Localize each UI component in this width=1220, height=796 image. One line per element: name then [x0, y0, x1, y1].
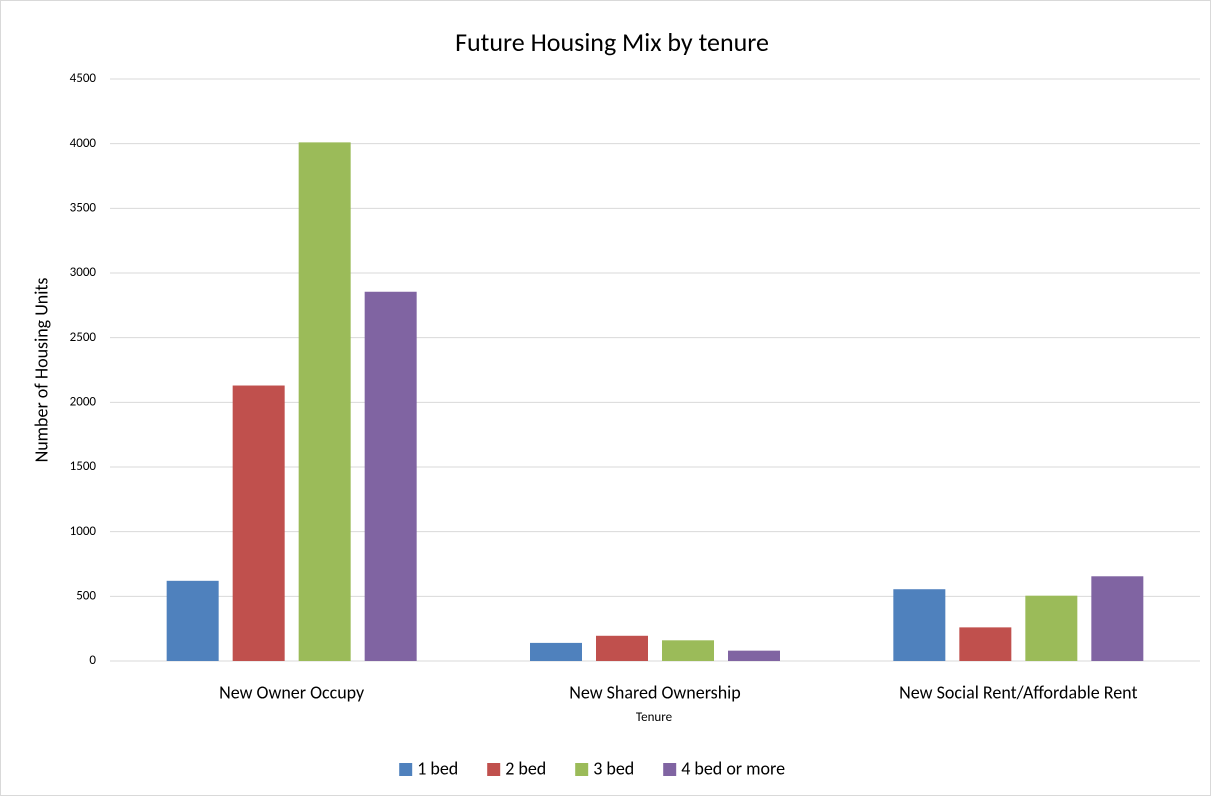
- x-axis-label: Tenure: [636, 710, 672, 725]
- y-tick-label: 0: [89, 653, 96, 668]
- bar: [232, 385, 285, 661]
- bar: [166, 580, 219, 661]
- y-tick-label: 3000: [70, 265, 97, 280]
- legend-swatch: [487, 763, 501, 776]
- x-tick-label: New Owner Occupy: [219, 681, 365, 703]
- legend-swatch: [575, 763, 589, 776]
- legend-swatch: [663, 763, 677, 776]
- bar: [893, 589, 946, 661]
- y-tick-label: 4500: [70, 71, 97, 86]
- x-tick-label: New Shared Ownership: [569, 681, 741, 703]
- bar: [596, 635, 648, 661]
- y-axis-label: Number of Housing Units: [30, 278, 52, 463]
- legend-label: 2 bed: [505, 757, 546, 779]
- bar: [959, 627, 1012, 661]
- legend-label: 4 bed or more: [681, 757, 785, 779]
- y-tick-label: 2500: [70, 330, 97, 345]
- bar: [662, 640, 714, 661]
- y-tick-label: 4000: [70, 136, 97, 151]
- y-tick-label: 2000: [70, 394, 97, 409]
- legend-swatch: [399, 763, 413, 776]
- legend-label: 1 bed: [417, 757, 458, 779]
- y-tick-label: 1000: [70, 524, 97, 539]
- y-tick-label: 1500: [70, 459, 97, 474]
- y-tick-label: 3500: [70, 200, 97, 215]
- bar: [298, 142, 351, 661]
- legend-label: 3 bed: [593, 757, 634, 779]
- bar: [530, 642, 582, 661]
- bar: [1091, 576, 1144, 661]
- chart-title: Future Housing Mix by tenure: [455, 26, 769, 58]
- bar: [1025, 595, 1078, 661]
- bar: [728, 650, 780, 661]
- bar: [364, 291, 417, 661]
- x-tick-label: New Social Rent/Affordable Rent: [899, 681, 1137, 703]
- y-tick-label: 500: [76, 588, 96, 603]
